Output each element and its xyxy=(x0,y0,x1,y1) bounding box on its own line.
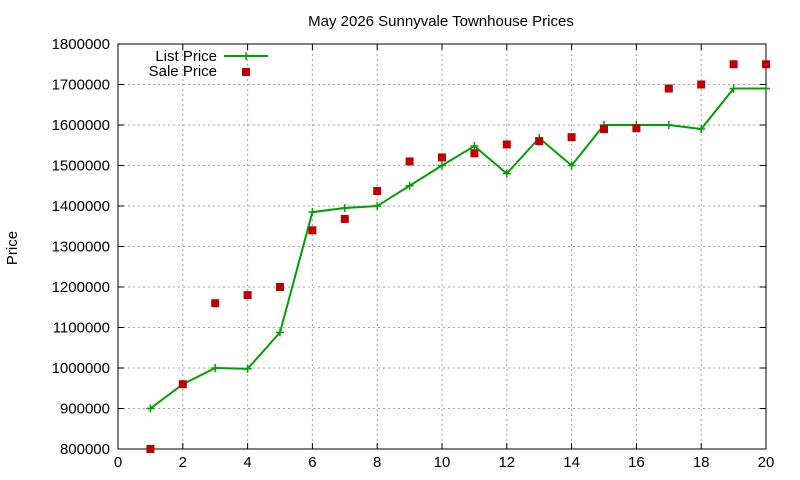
y-tick-label: 1600000 xyxy=(52,117,110,134)
y-tick-label: 1500000 xyxy=(52,158,110,175)
sale-price-point xyxy=(276,283,284,291)
sale-price-point xyxy=(567,133,576,142)
sale-price-point xyxy=(211,299,220,308)
list-price-point xyxy=(211,364,220,372)
y-tick-label: 1100000 xyxy=(53,320,110,337)
sale-price-point xyxy=(470,149,479,158)
sale-price-point xyxy=(729,60,738,69)
list-price-point xyxy=(762,84,770,93)
legend-swatch-sale-price xyxy=(242,68,250,76)
x-tick-label: 20 xyxy=(758,454,775,471)
list-price-point xyxy=(502,169,511,178)
list-price-point xyxy=(340,204,349,213)
axis-ticks: 0 2 4 6 8 10 12 14 16 18 20 800000 900000 1000000 1100… xyxy=(52,36,775,471)
sale-price-point xyxy=(340,214,349,223)
list-price-point xyxy=(276,328,284,337)
sale-price-point xyxy=(146,445,155,453)
list-price-point xyxy=(567,161,576,170)
sale-price-point xyxy=(308,226,317,235)
x-tick-label: 8 xyxy=(373,454,381,471)
y-tick-label: 1000000 xyxy=(52,360,110,377)
data-series xyxy=(146,60,770,453)
legend-label-list-price: List Price xyxy=(155,48,217,65)
x-tick-label: 0 xyxy=(114,454,122,471)
sale-price-point xyxy=(697,80,706,89)
list-price-point xyxy=(373,202,382,210)
list-price-point xyxy=(146,404,155,413)
legend-label-sale-price: Sale Price xyxy=(149,63,217,80)
list-price-point xyxy=(664,121,673,129)
y-tick-label: 1800000 xyxy=(52,36,110,53)
list-price-point xyxy=(697,125,706,134)
sale-price-point xyxy=(502,140,511,149)
list-price-line xyxy=(149,87,766,410)
x-tick-label: 6 xyxy=(308,454,316,471)
list-price-point xyxy=(438,161,446,170)
x-tick-label: 10 xyxy=(434,454,451,471)
sale-price-point xyxy=(632,124,641,133)
sale-price-point xyxy=(178,380,187,389)
list-price-point xyxy=(405,181,414,190)
list-price-point xyxy=(243,364,252,373)
list-price-point xyxy=(470,142,479,151)
sale-price-point xyxy=(405,157,414,166)
legend-marker-sale-price xyxy=(242,68,250,76)
chart-title: May 2026 Sunnyvale Townhouse Prices xyxy=(308,13,574,30)
list-price-point xyxy=(729,84,738,93)
sale-price-point xyxy=(600,125,608,134)
sale-price-point xyxy=(243,291,252,300)
sale-price-point xyxy=(762,60,770,69)
x-tick-label: 14 xyxy=(563,454,580,471)
y-tick-label: 1200000 xyxy=(52,279,110,296)
sale-price-point xyxy=(373,187,382,196)
y-tick-label: 1300000 xyxy=(52,239,110,256)
legend: List Price Sale Price xyxy=(149,48,268,80)
x-tick-label: 2 xyxy=(179,454,187,471)
y-tick-label: 1700000 xyxy=(52,77,110,94)
y-axis-label: Price xyxy=(4,231,21,265)
x-tick-label: 4 xyxy=(243,454,251,471)
y-tick-label: 800000 xyxy=(60,441,110,458)
list-price-point xyxy=(308,208,317,217)
legend-swatch-list-price xyxy=(224,52,268,60)
sale-price-point xyxy=(664,84,673,93)
series-sale-price xyxy=(146,60,770,453)
sale-price-point xyxy=(438,153,446,162)
series-list-price xyxy=(146,84,770,413)
grid-lines xyxy=(118,44,766,449)
y-tick-label: 900000 xyxy=(60,401,110,418)
x-tick-label: 18 xyxy=(693,454,710,471)
sale-price-point xyxy=(535,137,544,146)
legend-marker-list-price xyxy=(242,52,250,60)
y-tick-label: 1400000 xyxy=(52,198,110,215)
plot-frame xyxy=(117,43,767,450)
x-tick-label: 16 xyxy=(628,454,645,471)
x-tick-label: 12 xyxy=(498,454,515,471)
